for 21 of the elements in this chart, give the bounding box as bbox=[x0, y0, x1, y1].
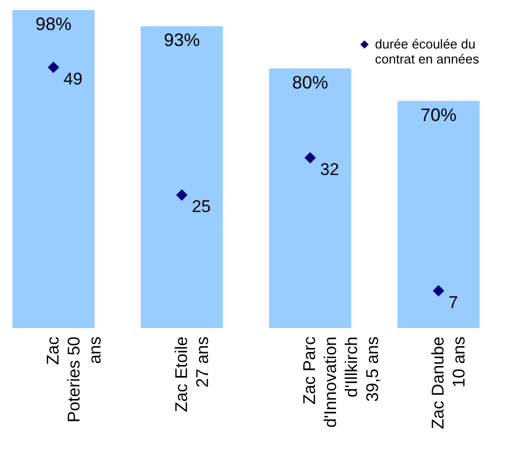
data-label: 93% bbox=[164, 30, 200, 50]
x-tick-label: Zac Poteries 50 ans bbox=[43, 336, 104, 422]
data-label: 98% bbox=[35, 14, 72, 34]
data-label: 25 bbox=[192, 197, 211, 216]
bar bbox=[140, 26, 223, 328]
point bbox=[176, 189, 188, 201]
x-tick-label: Zac Parc d'Innovation d'Illkirch 39,5 ans bbox=[300, 336, 382, 428]
data-label: 70% bbox=[420, 104, 457, 125]
x-tick-label: Zac Etoile 27 ans bbox=[172, 336, 212, 412]
point bbox=[304, 152, 316, 164]
bar bbox=[12, 10, 95, 328]
data-label: 80% bbox=[292, 72, 328, 92]
point bbox=[48, 62, 60, 74]
x-tick-label: Zac Danube 10 ans bbox=[428, 336, 469, 430]
bar bbox=[397, 100, 480, 328]
data-label: 49 bbox=[63, 69, 82, 88]
data-label: 32 bbox=[320, 160, 340, 179]
data-label: 7 bbox=[448, 292, 458, 312]
bar bbox=[269, 68, 352, 328]
point bbox=[432, 285, 444, 296]
legend-label: durée écoulée du contrat en années bbox=[375, 36, 480, 66]
